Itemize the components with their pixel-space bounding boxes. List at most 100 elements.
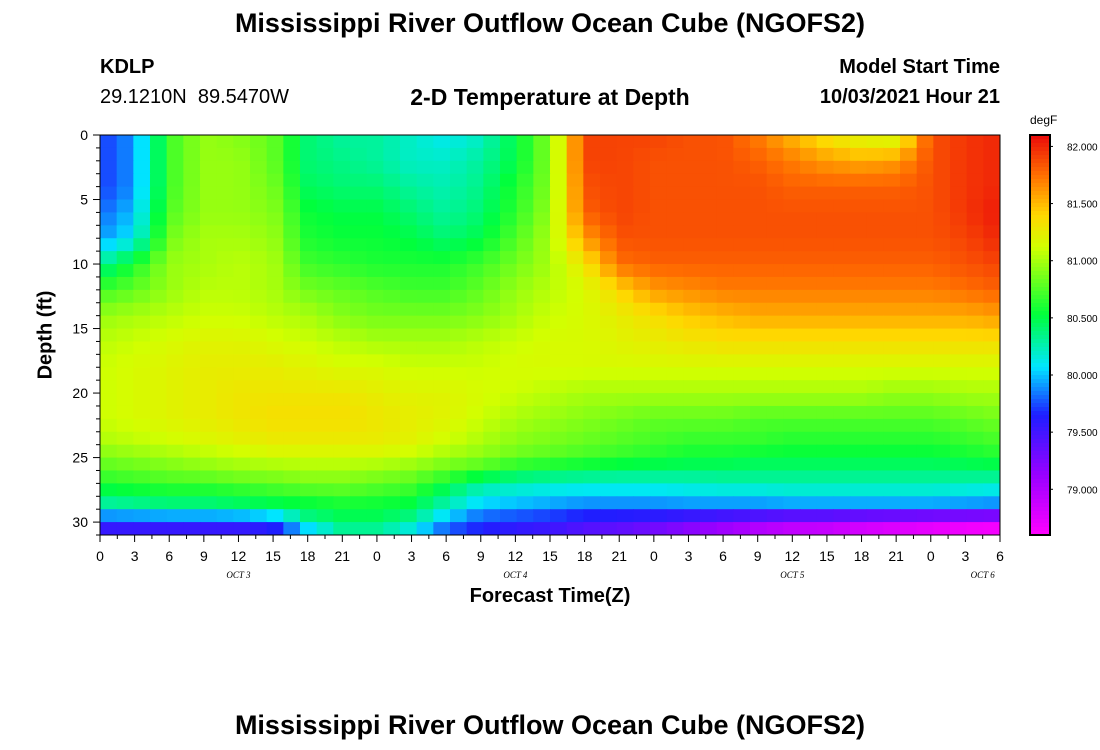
heatmap-cell: [183, 457, 201, 472]
heatmap-cell: [650, 483, 668, 497]
heatmap-cell: [783, 135, 801, 149]
heatmap-cell: [900, 173, 918, 188]
heatmap-cell: [850, 483, 868, 497]
heatmap-cell: [916, 380, 934, 394]
heatmap-cell: [666, 225, 684, 239]
heatmap-cell: [600, 289, 618, 304]
colorbar-segment: [1030, 503, 1050, 508]
heatmap-cell: [400, 354, 418, 368]
heatmap-cell: [966, 135, 984, 149]
colorbar-segment: [1030, 423, 1050, 428]
heatmap-cell: [650, 225, 668, 239]
heatmap-cell: [250, 522, 268, 535]
heatmap-cell: [733, 173, 751, 188]
heatmap-cell: [200, 418, 218, 433]
heatmap-cell: [550, 160, 568, 175]
heatmap-cell: [550, 276, 568, 291]
heatmap-cell: [500, 315, 518, 330]
heatmap-cell: [966, 380, 984, 394]
colorbar-segment: [1030, 507, 1050, 512]
heatmap-cell: [900, 302, 918, 317]
heatmap-cell: [166, 302, 184, 317]
heatmap-cell: [233, 444, 251, 459]
heatmap-cell: [416, 380, 434, 394]
heatmap-cell: [433, 483, 451, 497]
heatmap-cell: [583, 393, 601, 407]
heatmap-cell: [833, 496, 851, 510]
heatmap-cell: [400, 315, 418, 330]
heatmap-cell: [150, 522, 168, 535]
heatmap-cell: [633, 457, 651, 472]
heatmap-cell: [366, 522, 384, 535]
heatmap-cell: [216, 354, 234, 368]
heatmap-cell: [100, 160, 118, 175]
heatmap-cell: [716, 509, 734, 523]
heatmap-cell: [783, 341, 801, 355]
heatmap-cell: [166, 509, 184, 523]
heatmap-cell: [416, 354, 434, 368]
heatmap-cell: [683, 483, 701, 497]
heatmap-cell: [283, 199, 301, 214]
heatmap-cell: [650, 315, 668, 330]
heatmap-cell: [200, 289, 218, 304]
heatmap-cell: [600, 147, 618, 162]
heatmap-cell: [783, 354, 801, 368]
heatmap-cell: [816, 431, 834, 446]
heatmap-cell: [383, 393, 401, 407]
heatmap-cell: [700, 315, 718, 330]
heatmap-cell: [783, 264, 801, 278]
heatmap-cell: [466, 225, 484, 239]
heatmap-cell: [316, 238, 334, 252]
heatmap-cell: [150, 470, 168, 484]
heatmap-cell: [750, 457, 768, 472]
heatmap-cell: [750, 276, 768, 291]
heatmap-cell: [516, 418, 534, 433]
heatmap-cell: [166, 212, 184, 226]
heatmap-cell: [350, 522, 368, 535]
heatmap-cell: [200, 483, 218, 497]
heatmap-cell: [733, 418, 751, 433]
heatmap-cell: [516, 341, 534, 355]
heatmap-cell: [450, 186, 468, 201]
heatmap-cell: [733, 393, 751, 407]
heatmap-cell: [933, 470, 951, 484]
heatmap-cell: [183, 444, 201, 459]
heatmap-cell: [983, 444, 1000, 459]
heatmap-cell: [716, 341, 734, 355]
heatmap-cell: [800, 147, 818, 162]
heatmap-cell: [666, 199, 684, 214]
heatmap-cell: [683, 251, 701, 265]
heatmap-cell: [616, 251, 634, 265]
heatmap-cell: [566, 522, 584, 535]
heatmap-cell: [683, 173, 701, 188]
heatmap-cell: [883, 212, 901, 226]
heatmap-cell: [150, 302, 168, 317]
heatmap-cell: [416, 522, 434, 535]
heatmap-cell: [783, 160, 801, 175]
heatmap-cell: [333, 367, 351, 381]
heatmap-cell: [333, 354, 351, 368]
heatmap-cell: [466, 483, 484, 497]
heatmap-cell: [300, 238, 318, 252]
heatmap-cell: [483, 135, 501, 149]
heatmap-cell: [283, 212, 301, 226]
heatmap-cell: [100, 135, 118, 149]
heatmap-cell: [333, 393, 351, 407]
heatmap-cell: [900, 160, 918, 175]
heatmap-cell: [600, 367, 618, 381]
heatmap-cell: [450, 289, 468, 304]
heatmap-cell: [450, 509, 468, 523]
heatmap-cell: [833, 173, 851, 188]
heatmap-cell: [900, 470, 918, 484]
heatmap-cell: [700, 135, 718, 149]
heatmap-cell: [550, 135, 568, 149]
colorbar-segment: [1030, 395, 1050, 400]
heatmap-cell: [433, 509, 451, 523]
heatmap-cell: [916, 457, 934, 472]
heatmap-cell: [550, 483, 568, 497]
heatmap-cell: [866, 302, 884, 317]
heatmap-cell: [533, 160, 551, 175]
heatmap-cell: [916, 405, 934, 420]
heatmap-cell: [900, 496, 918, 510]
page-title: Mississippi River Outflow Ocean Cube (NG…: [234, 8, 866, 38]
